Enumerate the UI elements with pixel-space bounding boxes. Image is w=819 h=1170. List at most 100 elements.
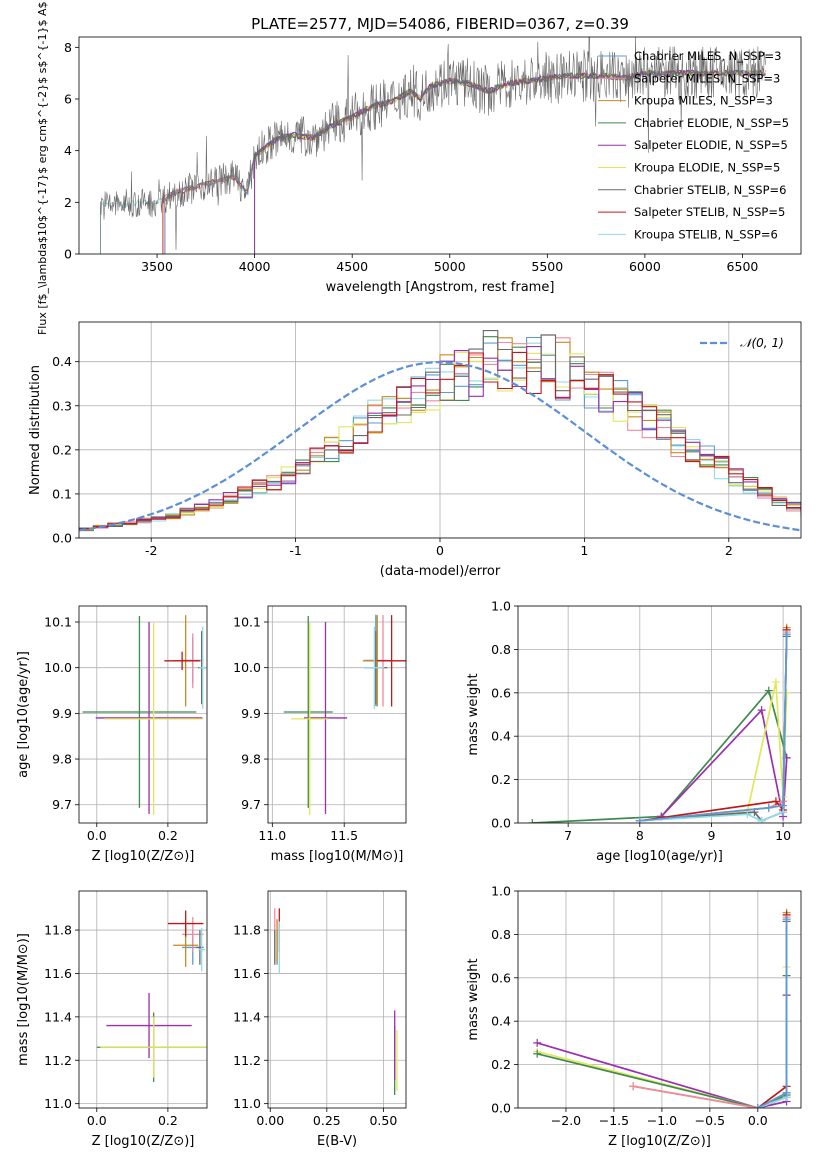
y-tick-label: 8	[64, 40, 72, 55]
y-tick-label: 0.6	[491, 970, 511, 985]
y-tick-label: 0.2	[52, 442, 72, 457]
y-tick-label: 0.8	[491, 927, 511, 942]
x-tick-label: 2	[725, 543, 733, 558]
legend-label-kroupa-miles: Kroupa MILES, N_SSP=3	[634, 94, 773, 108]
legend-label-salpeter-miles: Salpeter MILES, N_SSP=3	[634, 71, 780, 85]
plot-area	[268, 606, 406, 823]
x-tick-label: 6500	[727, 259, 759, 274]
mass-weight-line-chabrier-stelib	[757, 921, 788, 1108]
mass-weight-marker-chabrier-elodie	[528, 819, 537, 823]
x-tick-label: 6000	[629, 259, 661, 274]
mass-weight-line-kroupa-elodie	[639, 681, 788, 822]
x-tick-label: −1.0	[647, 1113, 677, 1128]
y-tick-label: 0.1	[52, 486, 72, 501]
y-tick-label: 10.0	[44, 660, 72, 675]
histogram-step-kroupa-miles	[79, 337, 801, 531]
mass-weight-marker-kroupa-elodie	[771, 677, 780, 686]
mass-weight-line-chabrier-miles	[639, 634, 788, 822]
mass-weight-marker-chabrier-miles	[782, 915, 791, 924]
legend-label-salpeter-stelib: Salpeter STELIB, N_SSP=5	[634, 205, 785, 219]
y-tick-label: 9.8	[52, 752, 72, 767]
y-axis-label: mass weight	[466, 673, 481, 755]
panel-age-vs-mass: 11.0 11.5 9.7 9.8 9.9 10.0 10.1 mass [log10(M/M…	[233, 605, 407, 864]
x-tick-label: 9	[707, 828, 715, 843]
y-tick-label: 0.8	[491, 642, 511, 657]
histogram-step-chabrier-elodie	[79, 336, 801, 532]
y-tick-label: 11.6	[44, 966, 72, 981]
y-tick-label: 0.3	[52, 398, 72, 413]
mass-weight-marker-salpeter-stelib	[771, 797, 780, 806]
y-tick-label: 0.0	[491, 1101, 511, 1116]
legend-label-kroupa-elodie: Kroupa ELODIE, N_SSP=5	[634, 161, 780, 175]
y-tick-label: 9.8	[241, 752, 261, 767]
histogram-step-kroupa-stelib	[79, 342, 801, 530]
y-tick-label: 9.7	[52, 797, 72, 812]
y-tick-label: 10.1	[44, 614, 72, 629]
panel-residual-histogram: -2 -1 0 1 2 0.0 0.1 0.2 0.3 0.4 𝒩(0, 1) (data-model…	[28, 321, 802, 579]
panel-spectrum: 3500 4000 4500 5000 5500 6000 6500 0 2 4 6 8 wavelen…	[36, 0, 802, 335]
figure-title: PLATE=2577, MJD=54086, FIBERID=0367, z=0…	[251, 15, 629, 33]
x-tick-label: 0.25	[313, 1113, 341, 1128]
mass-weight-marker-salpeter-elodie	[533, 1038, 542, 1047]
y-tick-label: 1.0	[491, 884, 511, 899]
x-tick-label: 10	[775, 828, 791, 843]
spectrum-line-chabrier-stelib	[100, 37, 766, 254]
axes-frame	[267, 605, 407, 824]
x-axis-label: (data-model)/error	[380, 564, 501, 579]
x-axis-label: age [log10(age/yr)]	[596, 849, 723, 864]
y-tick-label: 11.6	[233, 966, 261, 981]
x-tick-label: 5500	[531, 259, 563, 274]
legend-label-normal: 𝒩(0, 1)	[740, 336, 784, 350]
panel-mass-vs-ebv: 0.00 0.25 0.50 11.0 11.2 11.4 11.6 11.8 E(B-V)	[233, 890, 407, 1149]
y-tick-label: 11.4	[44, 1009, 72, 1024]
mass-weight-marker-chabrier-elodie	[764, 686, 773, 695]
y-tick-label: 0.2	[491, 772, 511, 787]
x-tick-label: 5000	[434, 259, 466, 274]
mass-weight-marker-chabrier-miles	[782, 630, 791, 639]
y-tick-label: 11.2	[44, 1053, 72, 1068]
plot-area	[79, 322, 801, 538]
x-axis-label: Z [log10(Z/Z⊙)]	[92, 849, 195, 864]
y-tick-label: 11.0	[44, 1096, 72, 1111]
x-tick-label: 7	[564, 828, 572, 843]
x-axis-label: E(B-V)	[317, 1134, 357, 1149]
y-tick-label: 0.4	[52, 354, 72, 369]
x-tick-label: 0.2	[158, 828, 178, 843]
x-tick-label: 0.2	[158, 1113, 178, 1128]
mass-weight-marker-chabrier-miles	[764, 803, 773, 812]
panel-mass-weight-vs-age: 7 8 9 10 0.0 0.2 0.4 0.6 0.8 1.0 age [log10(age/yr…	[466, 599, 802, 864]
y-tick-label: 0.4	[491, 1014, 511, 1029]
y-axis-label: Normed distribution	[28, 365, 43, 495]
mass-weight-marker-kroupa-elodie	[782, 688, 791, 697]
histogram-step-salpeter-elodie	[79, 346, 801, 530]
y-tick-label: 10.1	[233, 614, 261, 629]
y-tick-label: 11.2	[233, 1053, 261, 1068]
x-tick-label: −2.0	[551, 1113, 581, 1128]
axes-frame	[517, 605, 802, 824]
y-axis-label: Flux [f$_\lambda$10$^{-17}$ erg cm$^{-2}…	[36, 0, 49, 335]
plot-area	[518, 606, 801, 823]
mass-weight-marker-salpeter-elodie	[757, 706, 766, 715]
y-axis-label: age [log10(age/yr)]	[16, 651, 31, 778]
y-tick-label: 9.9	[241, 706, 261, 721]
legend-label-chabrier-elodie: Chabrier ELODIE, N_SSP=5	[634, 116, 789, 130]
histogram-step-salpeter-stelib	[79, 351, 801, 530]
x-axis-label: Z [log10(Z/Z⊙)]	[92, 1134, 195, 1149]
y-tick-label: 11.8	[44, 923, 72, 938]
y-tick-label: 0.4	[491, 729, 511, 744]
axes-frame	[78, 36, 802, 255]
mass-weight-marker-chabrier-miles	[779, 801, 788, 810]
x-tick-label: 0.0	[87, 1113, 107, 1128]
mass-weight-marker-chabrier-miles	[753, 1104, 762, 1108]
x-axis-label: Z [log10(Z/Z⊙)]	[608, 1134, 711, 1149]
normal-curve	[79, 360, 801, 532]
x-tick-label: −1.5	[599, 1113, 629, 1128]
x-tick-label: 1	[580, 543, 588, 558]
plot-area	[79, 891, 207, 1108]
plot-area	[268, 891, 406, 1108]
mass-weight-line-kroupa-stelib	[757, 919, 788, 1108]
axes-frame	[267, 890, 407, 1109]
legend-label-salpeter-elodie: Salpeter ELODIE, N_SSP=5	[634, 138, 788, 152]
y-tick-label: 0.0	[491, 816, 511, 831]
